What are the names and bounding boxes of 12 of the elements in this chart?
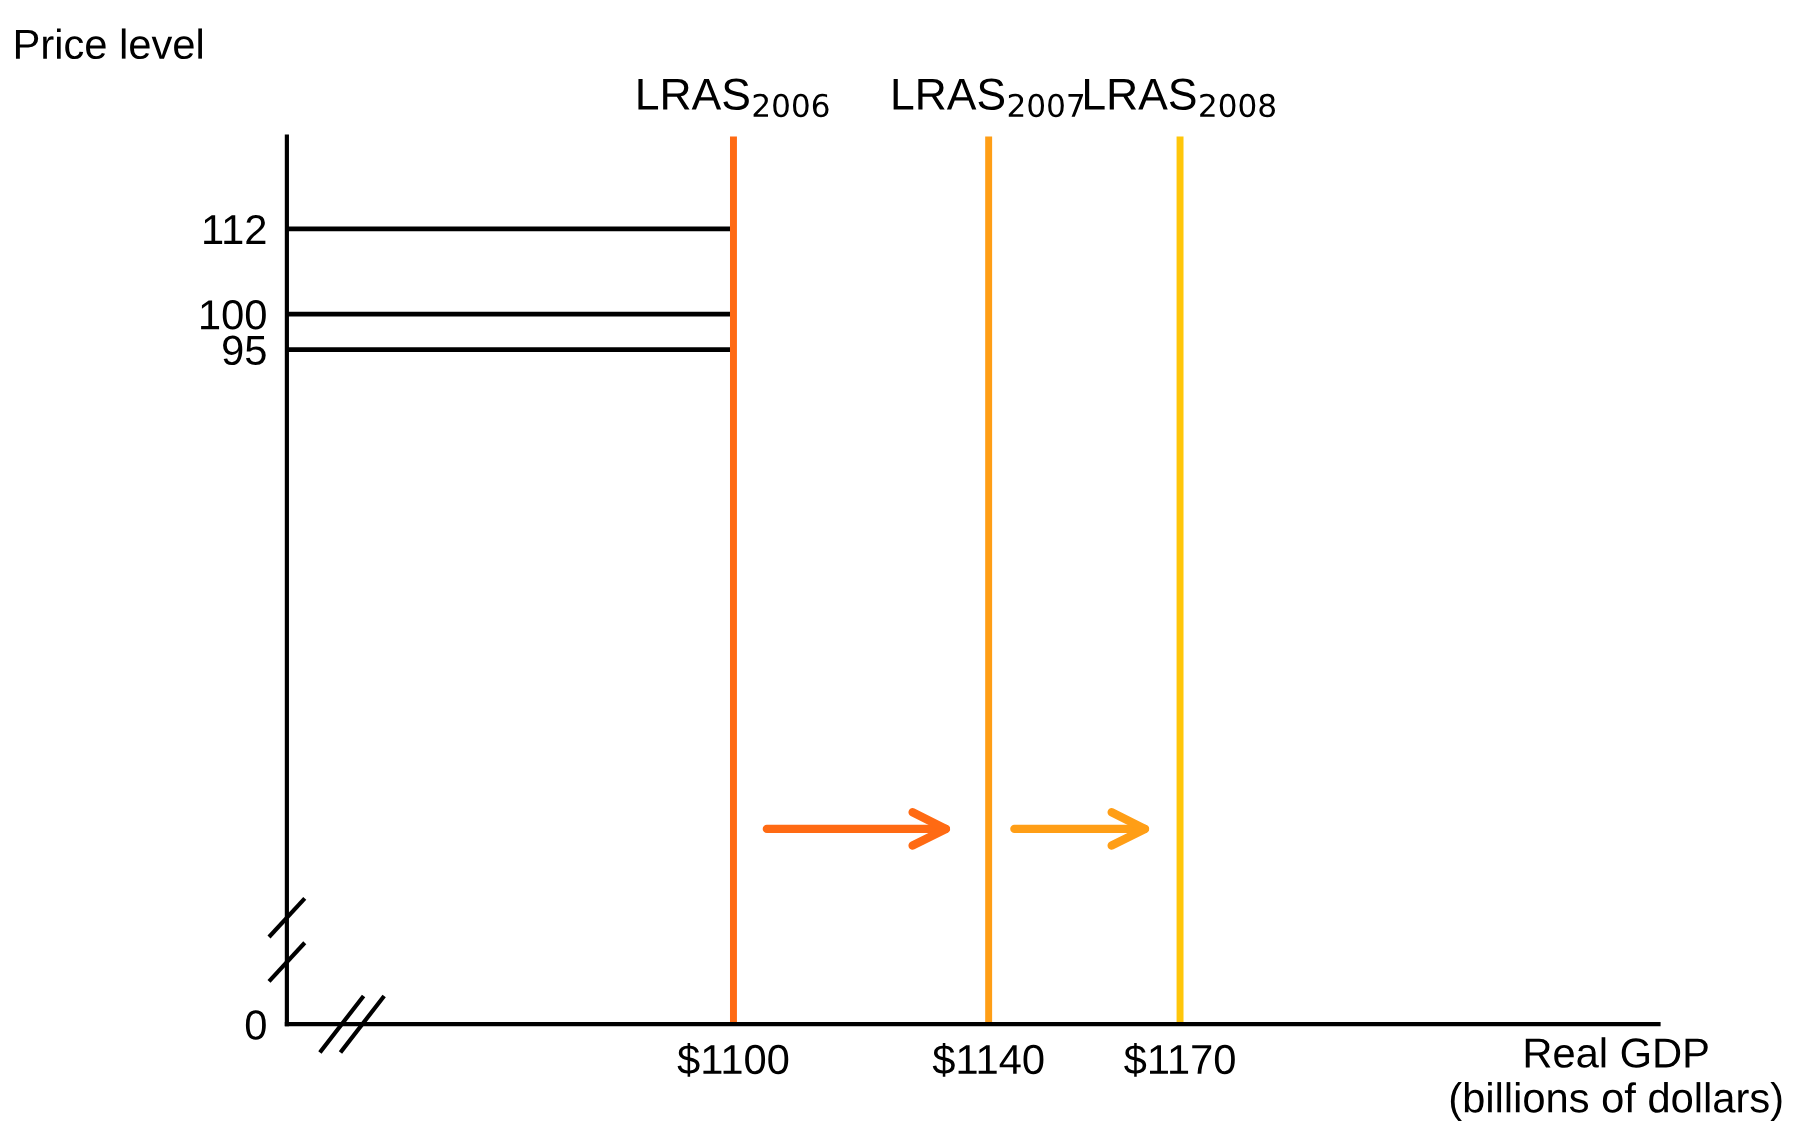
x-tick-label: $1140 — [932, 1042, 1044, 1077]
ref-line-label: LRAS$_{2007}$ — [893, 78, 1084, 118]
x-tick-label: $1100 — [677, 1042, 789, 1077]
y-tick-label: 0 — [245, 1010, 266, 1040]
x-axis-title: Real GDP (billions of dollars) — [1450, 1037, 1782, 1121]
x-tick-label: $1170 — [1124, 1042, 1235, 1077]
y-tick-label: 100 — [201, 300, 266, 330]
ref-line-label: LRAS$_{2006}$ — [638, 78, 829, 118]
ref-line-label: LRAS$_{2008}$ — [1085, 78, 1275, 118]
y-axis-title: Price level — [15, 28, 202, 60]
y-tick-label: 95 — [223, 335, 266, 366]
y-tick-label: 112 — [204, 214, 266, 244]
